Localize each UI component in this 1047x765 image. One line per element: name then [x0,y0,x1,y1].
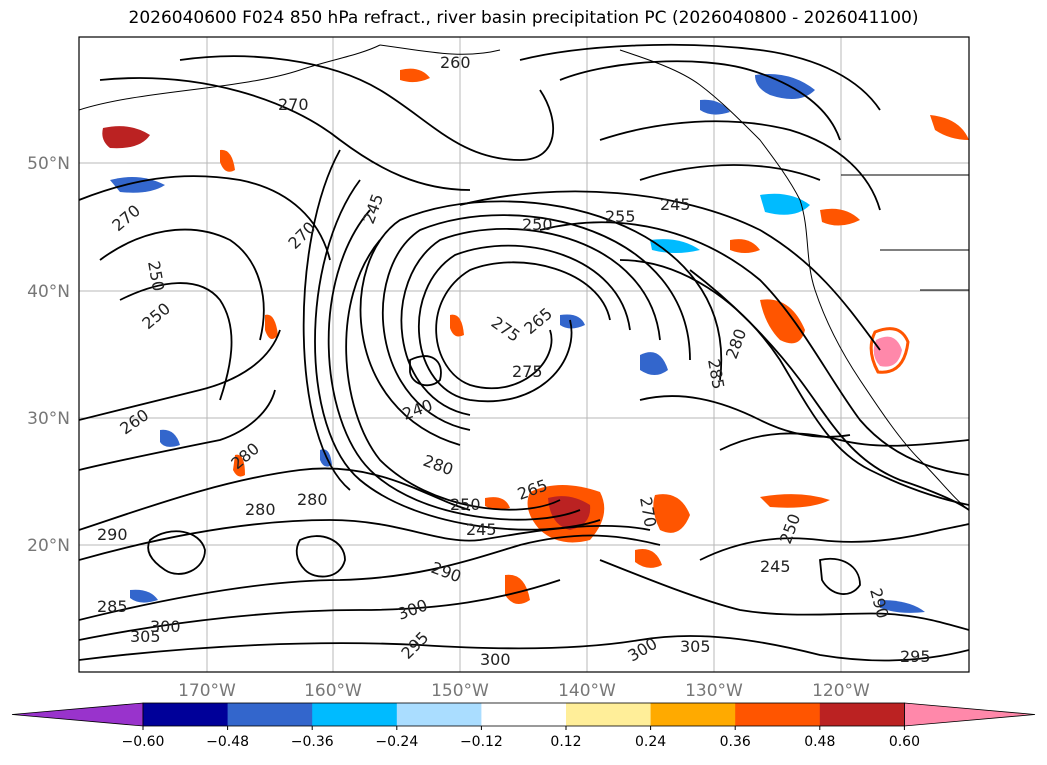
precip-patch [400,68,430,83]
lon-label: 170°W [178,681,236,701]
precip-patch [650,239,700,253]
map-title: 2026040600 F024 850 hPa refract., river … [128,8,919,28]
colorbar-tick-label: 0.12 [550,734,581,750]
contour-label: 245 [660,195,691,214]
precip-patch [160,429,180,447]
contour-label: 270 [278,95,309,114]
colorbar-segment [312,703,398,726]
lon-label: 140°W [558,681,616,701]
precip-patch [930,115,969,140]
lat-label: 20°N [27,536,70,556]
contour-label: 300 [150,617,181,636]
precip-patch [760,299,805,344]
precip-patch [730,239,760,253]
precip-patch [635,549,662,568]
colorbar-tick-label: −0.24 [375,734,418,750]
precip-patch [873,336,902,367]
precip-patch [640,352,668,375]
colorbar-tick-label: 0.60 [889,734,920,750]
lon-label: 150°W [431,681,489,701]
lon-label: 120°W [812,681,870,701]
lat-label: 40°N [27,282,70,302]
precip-patch [820,208,860,226]
contour-label: 305 [130,627,161,646]
longitude-labels: 170°W 160°W 150°W 140°W 130°W 120°W [178,681,870,701]
precip-patch [450,314,464,337]
colorbar-segment [735,703,821,726]
precip-patch [869,327,910,374]
precip-patch [233,454,245,477]
colorbar-extend-high [904,702,1036,727]
colorbar-tick-label: −0.36 [291,734,334,750]
precip-patch [560,314,585,329]
precip-patch [880,600,925,613]
colorbar-segment [143,703,229,726]
precip-patch [220,149,235,172]
coastlines [79,44,969,511]
contour-label: 295 [900,647,931,666]
map-panel [79,37,969,672]
precip-patch [760,193,810,215]
graticule [79,37,969,672]
colorbar: −0.60 −0.48 −0.36 −0.24 −0.12 0.12 0.24 0.36 0.4… [11,702,1036,750]
colorbar-segment [481,703,567,726]
precip-patch [130,589,158,603]
lon-label: 160°W [304,681,362,701]
colorbar-segment [566,703,652,726]
precip-patch [485,497,510,510]
colorbar-tick-label: −0.48 [206,734,249,750]
lat-label: 30°N [27,409,70,429]
precip-patch [505,574,530,604]
colorbar-tick-label: 0.36 [720,734,751,750]
colorbar-tick-label: 0.48 [804,734,835,750]
colorbar-extend-low [11,702,144,727]
lon-label: 130°W [685,681,743,701]
contour-label: 275 [512,362,543,381]
contour-label: 300 [480,650,511,669]
precip-patch [700,99,730,115]
contour-label: 250 [522,215,553,234]
contour-label: 305 [680,637,711,656]
contour-label: 250 [450,495,481,514]
colorbar-tick-label: 0.24 [635,734,666,750]
colorbar-tick-label: −0.60 [122,734,165,750]
precip-patch [760,494,830,508]
colorbar-segment [819,703,905,726]
refractivity-contours [79,43,969,662]
contour-label: 290 [97,525,128,544]
precip-patch [265,314,278,339]
contour-label: 245 [466,520,497,539]
contour-label: 285 [97,597,128,616]
colorbar-border [142,702,905,727]
lat-label: 50°N [27,154,70,174]
map-border [78,36,970,673]
colorbar-segment [227,703,313,726]
precip-patch [102,126,150,149]
contour-label: 255 [605,207,636,226]
precip-patch [653,494,690,533]
latitude-labels: 50°N 40°N 30°N 20°N [27,154,70,556]
colorbar-segment [650,703,736,726]
colorbar-segment [396,703,482,726]
precip-patch [110,176,165,193]
colorbar-tick-label: −0.12 [460,734,503,750]
contour-label: 280 [297,490,328,509]
contour-label: 280 [245,500,276,519]
contour-label: 245 [760,557,791,576]
contour-label: 260 [440,53,471,72]
